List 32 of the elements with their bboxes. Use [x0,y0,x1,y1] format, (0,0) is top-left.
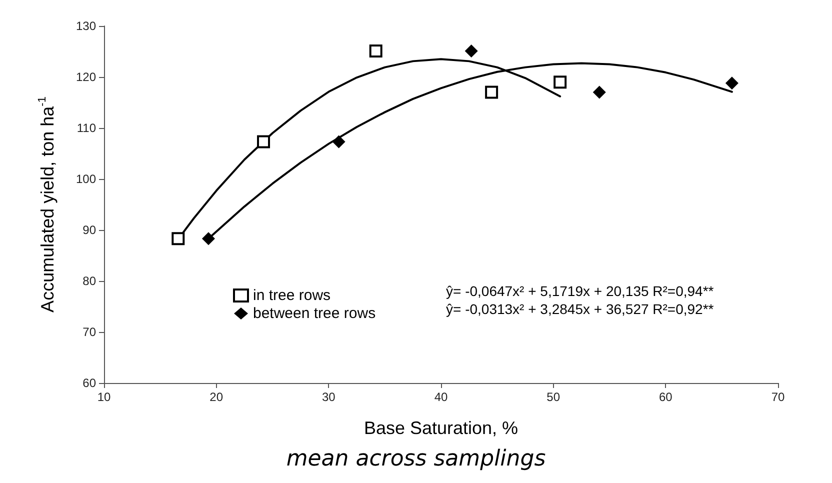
point [369,44,382,58]
text: mean across samplings [286,446,546,472]
legend-label: in tree rows [253,287,331,304]
point [725,76,738,90]
point [257,135,270,148]
y-tick-label: 130 [76,19,96,33]
point [464,44,478,58]
legend-label: between tree rows [253,305,376,322]
y-tick-label: 80 [82,274,96,288]
point [172,232,185,246]
y-tick-label: 90 [82,223,96,237]
point [332,135,346,148]
annotation: ŷ= -0,0313x² + 3,2845x + 36,527 R²=0,92** [446,301,714,317]
y-tick-label: 110 [76,121,96,135]
y-tick-label: 100 [76,172,96,186]
x-tick-label: 30 [322,390,336,404]
y-tick-label: 60 [82,376,96,390]
annotation: ŷ= -0,0647x² + 5,1719x + 20,135 R²=0,94** [446,283,714,299]
x-tick-label: 70 [771,390,785,404]
point [485,86,498,99]
point [554,76,567,89]
x-tick-label: 50 [546,390,560,404]
x-tick-label: 60 [658,390,673,404]
x-tick-label: 40 [434,390,448,404]
x-axis-title: Base Saturation, % [364,418,518,438]
point [202,232,215,246]
x-tick-label: 20 [210,390,224,404]
y-tick-label: 70 [82,325,96,339]
y-axis-title: Accumulated yield, ton ha-1 [36,96,58,312]
x-tick-label: 10 [97,390,111,404]
y-tick-label: 120 [76,70,96,84]
point [592,86,606,99]
